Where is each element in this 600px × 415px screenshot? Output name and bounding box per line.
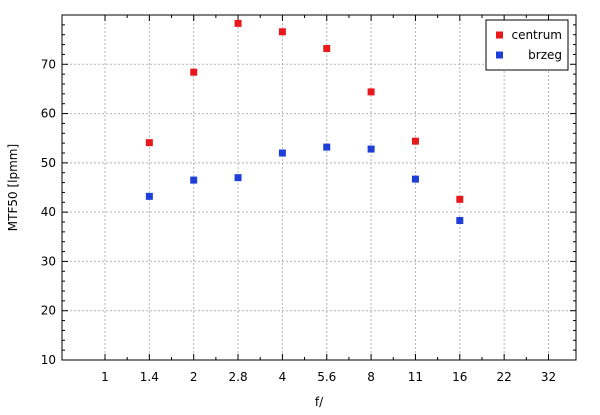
x-tick-label: 2.8 xyxy=(229,370,248,384)
data-point-centrum xyxy=(456,195,464,203)
legend-label-centrum: centrum xyxy=(511,28,562,42)
data-point-brzeg xyxy=(367,145,375,153)
data-point-brzeg xyxy=(456,217,464,225)
plot-area xyxy=(61,14,577,361)
y-axis-label: MTF50 [lpmm] xyxy=(6,144,20,231)
x-tick-label: 2 xyxy=(190,370,198,384)
data-point-centrum xyxy=(278,28,286,36)
y-tick-label: 60 xyxy=(41,107,56,121)
x-axis-label: f/ xyxy=(315,395,324,409)
x-tick-label: 11 xyxy=(408,370,423,384)
x-tick-label: 5.6 xyxy=(317,370,336,384)
legend-box xyxy=(485,19,569,71)
data-point-brzeg xyxy=(234,174,242,182)
data-point-centrum xyxy=(323,45,331,53)
y-tick-label: 20 xyxy=(41,304,56,318)
data-point-brzeg xyxy=(411,175,419,183)
y-tick-label: 30 xyxy=(41,254,56,268)
legend-marker-centrum xyxy=(496,31,503,39)
x-tick-label: 1 xyxy=(101,370,109,384)
legend-marker-brzeg xyxy=(496,51,503,59)
data-point-centrum xyxy=(234,19,242,27)
data-point-brzeg xyxy=(190,176,198,184)
x-tick-label: 32 xyxy=(541,370,556,384)
y-tick-label: 70 xyxy=(41,57,56,71)
y-tick-label: 40 xyxy=(41,205,56,219)
legend-label-brzeg: brzeg xyxy=(528,48,562,62)
y-tick-label: 10 xyxy=(41,353,56,367)
data-point-brzeg xyxy=(145,192,153,200)
y-tick-label: 50 xyxy=(41,156,56,170)
data-point-centrum xyxy=(367,88,375,96)
data-point-centrum xyxy=(190,68,198,76)
x-tick-label: 1.4 xyxy=(140,370,159,384)
x-tick-label: 8 xyxy=(367,370,375,384)
data-point-brzeg xyxy=(278,149,286,157)
x-tick-label: 4 xyxy=(279,370,287,384)
data-point-centrum xyxy=(145,139,153,147)
data-point-centrum xyxy=(411,137,419,145)
x-tick-label: 16 xyxy=(452,370,467,384)
data-point-brzeg xyxy=(323,143,331,151)
x-tick-label: 22 xyxy=(497,370,512,384)
